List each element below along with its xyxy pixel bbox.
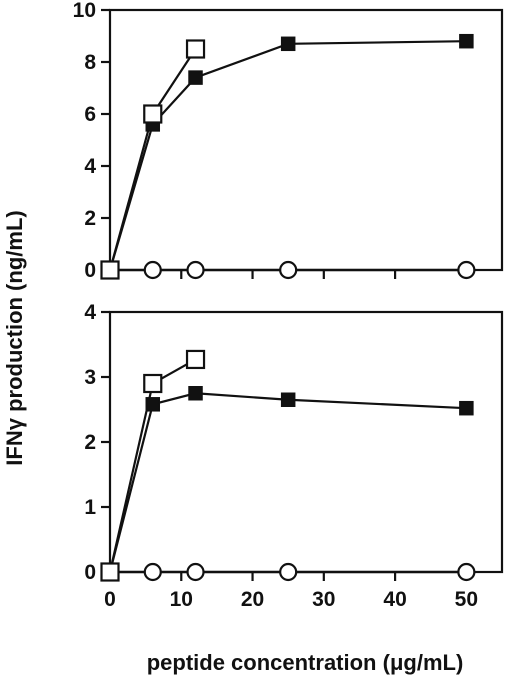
x-tick-label: 50 xyxy=(455,588,478,611)
x-tick-label: 30 xyxy=(312,588,335,611)
y-axis-title: IFNγ production (ng/mL) xyxy=(2,210,27,465)
data-point-filled-square xyxy=(280,392,296,407)
data-point-filled-square xyxy=(280,36,296,52)
data-point-filled-square xyxy=(188,70,203,85)
y-tick-label: 0 xyxy=(84,259,96,282)
y-tick-label: 10 xyxy=(73,0,96,22)
x-tick-label: 40 xyxy=(383,588,406,611)
y-tick-label: 2 xyxy=(84,207,96,230)
data-point-filled-square xyxy=(188,386,203,401)
data-point-open-circle xyxy=(143,562,162,582)
data-point-open-circle xyxy=(279,260,298,280)
y-tick-label: 0 xyxy=(84,561,96,584)
data-point-filled-square xyxy=(145,397,161,412)
data-point-open-square xyxy=(185,39,206,59)
plot-frame xyxy=(108,8,504,272)
plot-frame xyxy=(108,310,504,574)
series-line-filled-square xyxy=(108,40,467,271)
x-tick-label: 20 xyxy=(241,588,264,611)
data-point-open-circle xyxy=(279,562,298,582)
data-point-open-circle xyxy=(186,260,205,280)
panel-top: 0 2 4 6 8 10 xyxy=(73,0,504,282)
series-line-filled-square xyxy=(108,392,467,573)
data-point-filled-square xyxy=(459,400,474,416)
series-line-open-square xyxy=(108,48,197,271)
data-point-open-circle xyxy=(143,260,162,280)
x-axis-title: peptide concentration (μg/mL) xyxy=(147,650,464,675)
x-tick-label: 0 xyxy=(104,588,116,611)
data-point-open-square xyxy=(143,104,163,124)
y-tick-label: 8 xyxy=(84,51,96,74)
y-tick-label: 2 xyxy=(84,431,96,454)
data-point-open-circle xyxy=(457,562,476,582)
y-tick-label: 1 xyxy=(84,496,96,519)
y-tick-label: 3 xyxy=(84,366,96,389)
data-point-open-square xyxy=(185,349,206,370)
x-tick-label: 10 xyxy=(170,588,193,611)
y-tick-label: 4 xyxy=(84,301,96,324)
data-point-open-circle xyxy=(457,260,476,280)
y-tick-label: 4 xyxy=(84,155,96,178)
y-tick-label: 6 xyxy=(84,103,96,126)
data-point-open-square xyxy=(143,373,163,394)
data-point-open-square xyxy=(100,562,120,582)
data-point-open-square xyxy=(100,260,120,280)
data-point-open-circle xyxy=(186,562,205,582)
data-point-filled-square xyxy=(459,33,474,49)
